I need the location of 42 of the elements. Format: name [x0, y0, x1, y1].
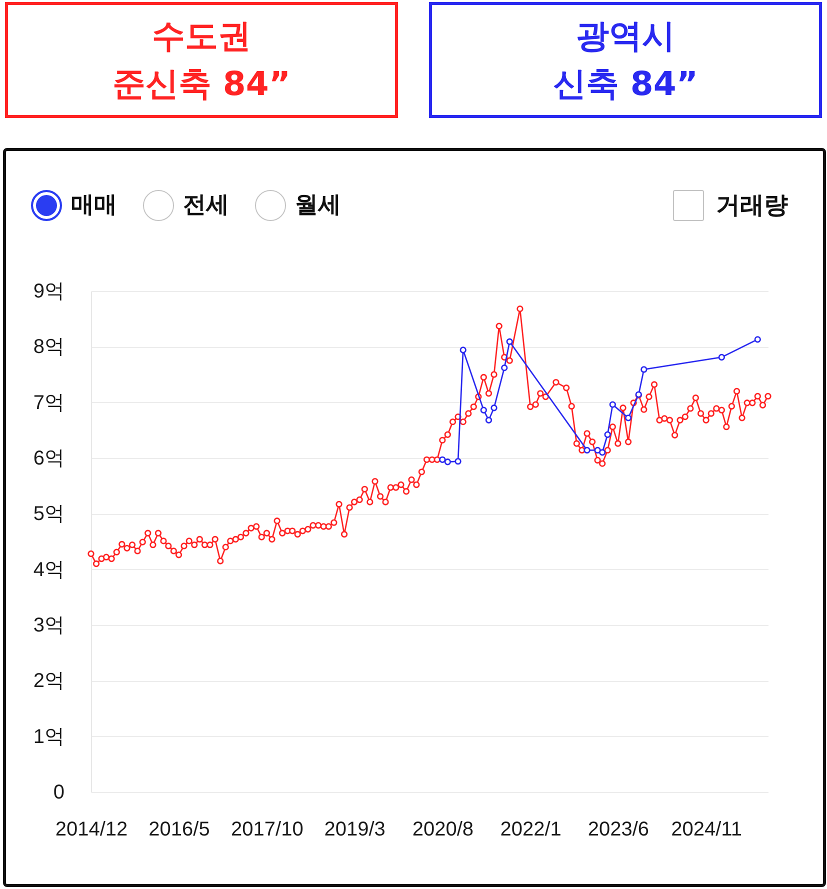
- y-tick-label: 0: [53, 782, 64, 804]
- point: [718, 354, 725, 361]
- x-tick-label: 2019/3: [324, 818, 386, 840]
- text: 전세: [183, 191, 229, 220]
- point: [584, 446, 590, 454]
- point: [501, 364, 508, 372]
- x-tick-label: 2023/6: [588, 818, 650, 840]
- point: [439, 456, 446, 464]
- point: [460, 346, 466, 354]
- y-tick-label: 2억: [33, 670, 64, 692]
- point: [754, 336, 761, 343]
- text: 광역시 신축 84”: [552, 15, 698, 105]
- y-tick-label: 6억: [33, 448, 64, 470]
- y-tick-label: 1억: [33, 726, 64, 748]
- point: [485, 416, 492, 424]
- y-tick-label: 5억: [33, 503, 64, 526]
- x-tick-label: 2024/11: [671, 818, 742, 840]
- x-tick-label: 2022/1: [500, 818, 562, 840]
- point: [594, 446, 601, 454]
- point: [490, 404, 498, 412]
- y-tick-label: 9억: [33, 280, 64, 302]
- text: 수도권 준신축 84”: [112, 15, 291, 105]
- y-tick-label: 8억: [33, 336, 64, 358]
- x-tick-label: 2017/10: [231, 818, 304, 840]
- y-tick-label: 4억: [33, 558, 64, 581]
- x-tick-label: 2020/8: [412, 818, 474, 840]
- point: [624, 414, 632, 422]
- point: [444, 458, 452, 466]
- text: 거래량: [716, 190, 788, 221]
- point: [506, 338, 513, 345]
- text: 매매: [71, 191, 117, 220]
- x-tick-label: 2016/5: [148, 818, 210, 840]
- y-tick-label: 7억: [33, 392, 64, 414]
- point: [609, 401, 616, 408]
- point: [454, 458, 462, 465]
- point: [604, 431, 611, 438]
- x-tick-label: 2014/12: [55, 818, 128, 840]
- text: 월세: [295, 191, 341, 220]
- point: [480, 406, 487, 414]
- y-tick-label: 3억: [33, 614, 64, 636]
- point: [640, 366, 648, 373]
- point: [598, 449, 606, 456]
